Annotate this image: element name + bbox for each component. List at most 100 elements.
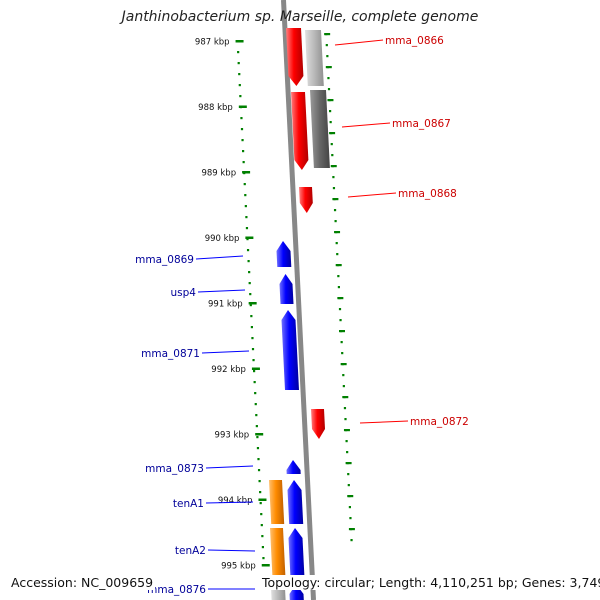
inner-tick-dot <box>237 51 240 54</box>
outer-tick-dot <box>348 506 351 509</box>
backbone-line <box>281 0 316 600</box>
gray-feature <box>271 588 286 600</box>
outer-tick-major <box>335 264 342 267</box>
inner-tick-dot <box>244 194 247 197</box>
kbp-tick-label: 994 kbp <box>218 496 253 506</box>
outer-tick-dot <box>341 352 344 355</box>
inner-tick-dot <box>250 315 253 318</box>
outer-tick-major <box>348 528 355 531</box>
inner-tick-dot <box>255 425 258 428</box>
inner-tick-dot <box>245 216 248 219</box>
inner-tick-dot <box>261 546 264 549</box>
outer-tick-dot <box>342 385 345 388</box>
gene-leader-line <box>359 420 409 424</box>
outer-tick-dot <box>330 143 333 146</box>
inner-tick-dot <box>250 326 253 329</box>
gene-label: mma_0869 <box>135 254 194 266</box>
gene-feature <box>276 241 292 267</box>
outer-tick-major <box>337 297 344 300</box>
outer-tick-dot <box>343 407 347 410</box>
outer-tick-dot <box>340 341 343 344</box>
inner-tick-dot <box>238 84 241 87</box>
inner-tick-dot <box>258 480 261 483</box>
outer-tick-dot <box>335 242 338 245</box>
gene-leader-line <box>341 122 391 128</box>
inner-tick-dot <box>249 293 252 296</box>
gray-feature <box>310 90 330 168</box>
kbp-tick-mark <box>255 433 264 436</box>
inner-tick-dot <box>260 513 263 516</box>
outer-tick-dot <box>331 154 334 157</box>
outer-tick-dot <box>332 176 335 179</box>
inner-tick-dot <box>257 469 261 472</box>
gene-leader-line <box>205 501 254 504</box>
inner-tick-dot <box>257 458 260 461</box>
outer-tick-dot <box>326 55 329 58</box>
inner-tick-dot <box>260 524 263 527</box>
kbp-tick-label: 995 kbp <box>221 562 256 572</box>
kbp-tick-mark <box>261 564 270 567</box>
outer-tick-major <box>329 132 336 135</box>
outer-tick-major <box>343 429 350 432</box>
inner-tick-dot <box>256 447 260 450</box>
gene-leader-line <box>197 289 246 293</box>
inner-tick-dot <box>255 414 258 417</box>
gene-feature <box>299 187 313 213</box>
gene-label: mma_0867 <box>392 118 451 130</box>
outer-tick-dot <box>349 517 352 520</box>
outer-tick-major <box>327 99 334 102</box>
gene-labels: mma_0866 mma_0867 mma_0868 mma_0869 usp4 mma_… <box>135 35 469 596</box>
outer-tick-major <box>324 33 331 36</box>
inner-tick-dot <box>259 491 262 494</box>
outer-tick-major <box>330 165 337 168</box>
kbp-tick-label: 988 kbp <box>198 103 233 113</box>
outer-tick-major <box>342 396 349 399</box>
inner-tick-dot <box>240 117 243 120</box>
inner-tick-dot <box>251 348 255 351</box>
kbp-tick-mark <box>248 302 257 305</box>
outer-tick-dot <box>333 209 337 212</box>
gray-feature <box>305 30 324 86</box>
kbp-tick-label: 992 kbp <box>211 365 246 375</box>
inner-tick-dot <box>249 304 252 307</box>
outer-tick-dot <box>345 440 348 443</box>
inner-tick-dot <box>252 359 255 362</box>
outer-tick-dot <box>325 44 328 47</box>
gene-label: mma_0871 <box>141 348 200 360</box>
gene-features <box>269 28 325 600</box>
kbp-tick-mark <box>235 40 244 43</box>
inner-tick-dot <box>253 370 256 373</box>
kbp-tick-label: 989 kbp <box>201 169 236 179</box>
inner-tick-dot <box>254 392 257 395</box>
gene-label: usp4 <box>171 287 197 299</box>
inner-tick-dot <box>261 535 264 538</box>
gene-feature <box>288 528 305 580</box>
other-feature <box>269 480 285 524</box>
kbp-tick-label: 990 kbp <box>205 234 240 244</box>
genome-summary-text: Topology: circular; Length: 4,110,251 bp… <box>260 575 600 590</box>
gene-feature <box>311 409 325 439</box>
gene-leader-line <box>347 192 397 198</box>
inner-tick-dot <box>242 161 245 164</box>
inner-tick-dot <box>243 183 246 186</box>
inner-tick-dot <box>253 381 256 384</box>
gene-feature <box>279 274 294 304</box>
outer-tick-dot <box>346 451 349 454</box>
outer-tick-dot <box>329 110 332 113</box>
inner-tick-dot <box>248 282 251 285</box>
inner-tick-dot <box>242 150 245 153</box>
outer-tick-dot <box>336 253 339 256</box>
outer-tick-dot <box>347 484 350 487</box>
kbp-tick-mark <box>251 367 260 370</box>
inner-tick-dot <box>237 62 240 65</box>
outer-tick-dot <box>337 275 340 278</box>
inner-tick-dot <box>259 502 262 505</box>
inner-tick-dot <box>256 436 259 439</box>
inner-tick-dot <box>254 403 257 406</box>
gene-feature <box>289 584 304 600</box>
inner-tick-dot <box>247 260 250 263</box>
outer-tick-dot <box>334 220 337 223</box>
inner-tick-dot <box>251 337 254 340</box>
gene-feature <box>286 28 304 86</box>
